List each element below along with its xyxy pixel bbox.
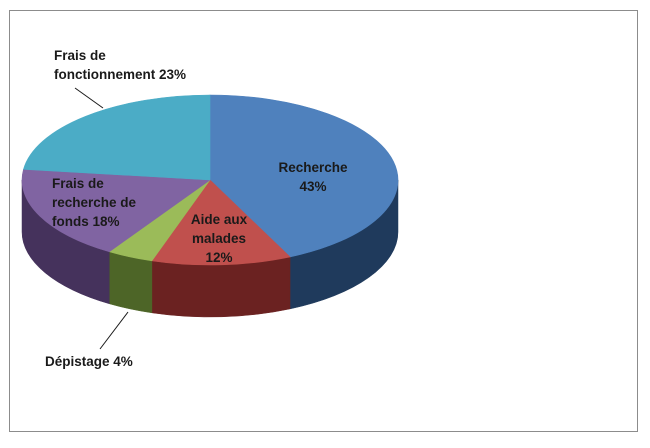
slice-label-aide-aux-malades: Aide aux malades 12% — [191, 212, 248, 265]
slice-label-recherche: Recherche 43% — [278, 160, 348, 194]
slice-label-line: malades — [192, 231, 246, 246]
slice-frais-de-fonctionnement — [23, 94, 211, 181]
leader-lines-group — [74, 87, 129, 350]
slice-label-line: fonctionnement 23% — [54, 67, 186, 82]
slice-label-depistage: Dépistage 4% — [45, 354, 133, 369]
slice-recherche — [209, 94, 399, 258]
slice-label-frais-de-fonctionnement: Frais de fonctionnement 23% — [54, 48, 186, 82]
slice-label-line: Frais de — [54, 48, 106, 63]
slice-label-frais-de-recherche-de-fonds: Frais de recherche de fonds 18% — [52, 176, 137, 229]
slice-label-line: recherche de — [52, 195, 137, 210]
slice-label-line: 12% — [205, 250, 232, 265]
slice-side-depistage — [109, 251, 153, 314]
labels-group: Recherche 43% Aide aux malades 12% Dépistage … — [45, 48, 348, 369]
slice-label-line: Recherche — [278, 160, 348, 175]
slice-label-line: fonds 18% — [52, 214, 120, 229]
slice-label-line: 43% — [299, 179, 326, 194]
pie-top-group — [21, 94, 399, 266]
slice-label-line: Aide aux — [191, 212, 248, 227]
leader-line-frais-de-fonctionnement — [74, 87, 104, 109]
slice-aide-aux-malades — [151, 179, 291, 266]
slice-side-aide-aux-malades — [151, 256, 291, 318]
slice-frais-de-recherche-de-fonds — [21, 169, 211, 253]
slice-label-line: Frais de — [52, 176, 104, 191]
slice-label-line: Dépistage 4% — [45, 354, 133, 369]
leader-line-depistage — [99, 311, 129, 350]
